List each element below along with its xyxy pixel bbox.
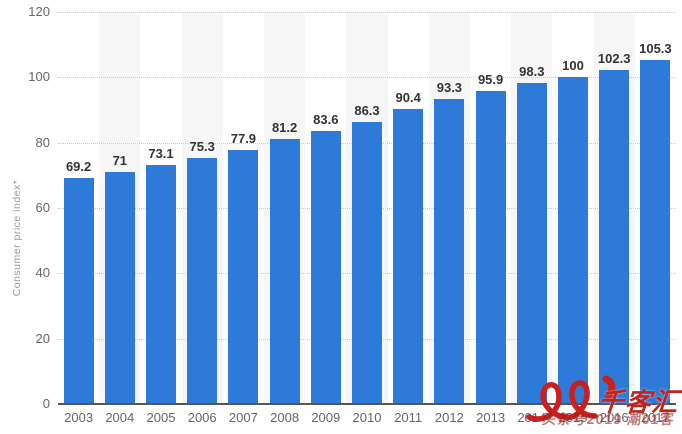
x-axis-tick-label: 2017 bbox=[640, 410, 670, 425]
bar[interactable] bbox=[352, 122, 382, 404]
bar-value-label: 90.4 bbox=[395, 89, 421, 105]
bar-value-label: 105.3 bbox=[639, 41, 672, 57]
bar[interactable] bbox=[393, 108, 424, 404]
y-axis-tick-label: 20 bbox=[35, 330, 50, 346]
y-axis-tick-label: 100 bbox=[28, 69, 50, 85]
gridline bbox=[58, 77, 676, 79]
x-axis-tick-label: 2006 bbox=[187, 410, 217, 425]
bar-value-label: 93.3 bbox=[436, 80, 463, 96]
x-axis-tick-label: 2013 bbox=[476, 410, 506, 425]
bar[interactable] bbox=[187, 158, 218, 404]
bar-value-label: 77.9 bbox=[230, 130, 257, 146]
bar-value-label: 86.3 bbox=[354, 103, 380, 119]
x-axis-tick-label: 2004 bbox=[105, 410, 135, 425]
bar-value-label: 98.3 bbox=[519, 63, 545, 79]
bar-value-label: 81.2 bbox=[271, 119, 298, 135]
x-axis-tick-label: 2010 bbox=[352, 410, 382, 425]
gridline bbox=[58, 12, 676, 13]
x-axis-tick-label: 2016 bbox=[599, 410, 629, 425]
x-axis-tick-label: 2008 bbox=[270, 410, 300, 425]
bar[interactable] bbox=[599, 69, 630, 404]
x-axis-line bbox=[58, 403, 676, 405]
y-axis-tick-label: 40 bbox=[35, 265, 50, 281]
y-axis-tick-label: 0 bbox=[42, 396, 50, 411]
bar[interactable] bbox=[640, 60, 671, 404]
bar-value-label: 95.9 bbox=[477, 71, 504, 87]
bar[interactable] bbox=[434, 99, 465, 404]
bar[interactable] bbox=[104, 172, 135, 404]
bar-value-label: 71 bbox=[112, 153, 128, 169]
bar[interactable] bbox=[475, 90, 506, 404]
bar[interactable] bbox=[516, 82, 547, 404]
bar-value-label: 102.3 bbox=[597, 50, 631, 66]
x-axis-tick-label: 2003 bbox=[64, 410, 94, 425]
bar-value-label: 73.1 bbox=[148, 146, 174, 162]
bar[interactable] bbox=[269, 138, 300, 404]
x-axis-tick-label: 2012 bbox=[434, 410, 464, 425]
bar-value-label: 100 bbox=[562, 58, 584, 74]
bar[interactable] bbox=[63, 177, 94, 404]
bar[interactable] bbox=[310, 130, 341, 404]
bar[interactable] bbox=[558, 77, 588, 404]
bar-value-label: 69.2 bbox=[65, 158, 92, 174]
x-axis-tick-label: 2009 bbox=[311, 410, 341, 425]
x-axis-tick-label: 2007 bbox=[228, 410, 258, 425]
x-axis-tick-label: 2011 bbox=[394, 410, 423, 425]
bar-value-label: 75.3 bbox=[189, 139, 215, 155]
y-axis-tick-label: 120 bbox=[28, 4, 50, 19]
y-axis-tick-label: 80 bbox=[35, 134, 50, 150]
bar[interactable] bbox=[228, 149, 259, 404]
bar[interactable] bbox=[146, 165, 176, 404]
bar-value-label: 83.6 bbox=[313, 111, 339, 127]
x-axis-tick-label: 2005 bbox=[146, 410, 176, 425]
y-axis-tick-label: 60 bbox=[35, 200, 50, 215]
